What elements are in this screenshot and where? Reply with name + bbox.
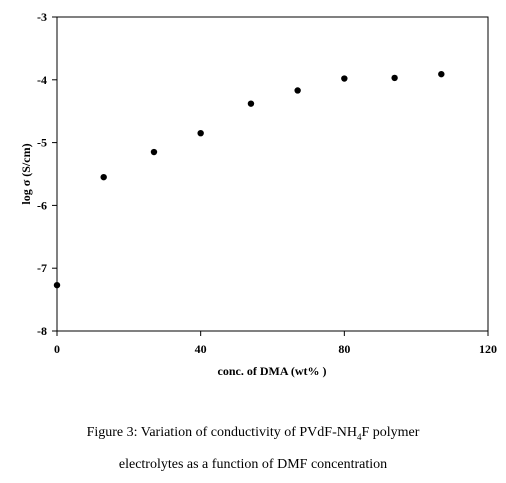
plot-area-frame bbox=[56, 16, 489, 332]
data-point bbox=[197, 129, 204, 137]
x-axis-title: conc. of DMA (wt% ) bbox=[218, 364, 327, 378]
data-point bbox=[341, 75, 348, 82]
x-axis-ticks: 0 40 80 120 bbox=[54, 331, 497, 356]
data-point bbox=[294, 87, 301, 94]
data-point bbox=[438, 70, 445, 78]
caption-subscript: 4 bbox=[356, 431, 362, 442]
figure-caption-line-2: electrolytes as a function of DMF concen… bbox=[118, 457, 388, 472]
x-tick-label: 80 bbox=[338, 342, 350, 356]
scatter-chart: -3 -4 -5 -6 -7 -8 0 40 80 120 conc. of DMA (wt% … bbox=[19, 10, 497, 378]
data-point bbox=[150, 148, 158, 156]
figure-caption-line-1: Figure 3: Variation of conductivity of P… bbox=[0, 425, 506, 442]
x-tick-label: 120 bbox=[479, 342, 497, 356]
y-axis-ticks: -3 -4 -5 -6 -7 -8 bbox=[37, 10, 57, 338]
y-tick-label: -8 bbox=[37, 324, 47, 338]
data-point bbox=[53, 281, 61, 289]
y-tick-label: -5 bbox=[37, 136, 47, 150]
x-tick-label: 0 bbox=[54, 342, 60, 356]
y-tick-label: -7 bbox=[37, 261, 47, 275]
data-point bbox=[100, 173, 107, 181]
y-tick-label: -6 bbox=[37, 198, 47, 212]
y-tick-label: -4 bbox=[37, 73, 47, 87]
y-tick-label: -3 bbox=[37, 10, 47, 24]
data-points bbox=[53, 70, 445, 289]
data-point bbox=[247, 100, 255, 107]
caption-text-post: F polymer bbox=[361, 425, 420, 440]
axes bbox=[56, 16, 489, 332]
x-tick-label: 40 bbox=[195, 342, 207, 356]
caption-text-pre: Figure 3: Variation of conductivity of P… bbox=[86, 425, 357, 440]
y-axis-title: log σ (S/cm) bbox=[19, 143, 33, 204]
data-point bbox=[391, 74, 398, 82]
